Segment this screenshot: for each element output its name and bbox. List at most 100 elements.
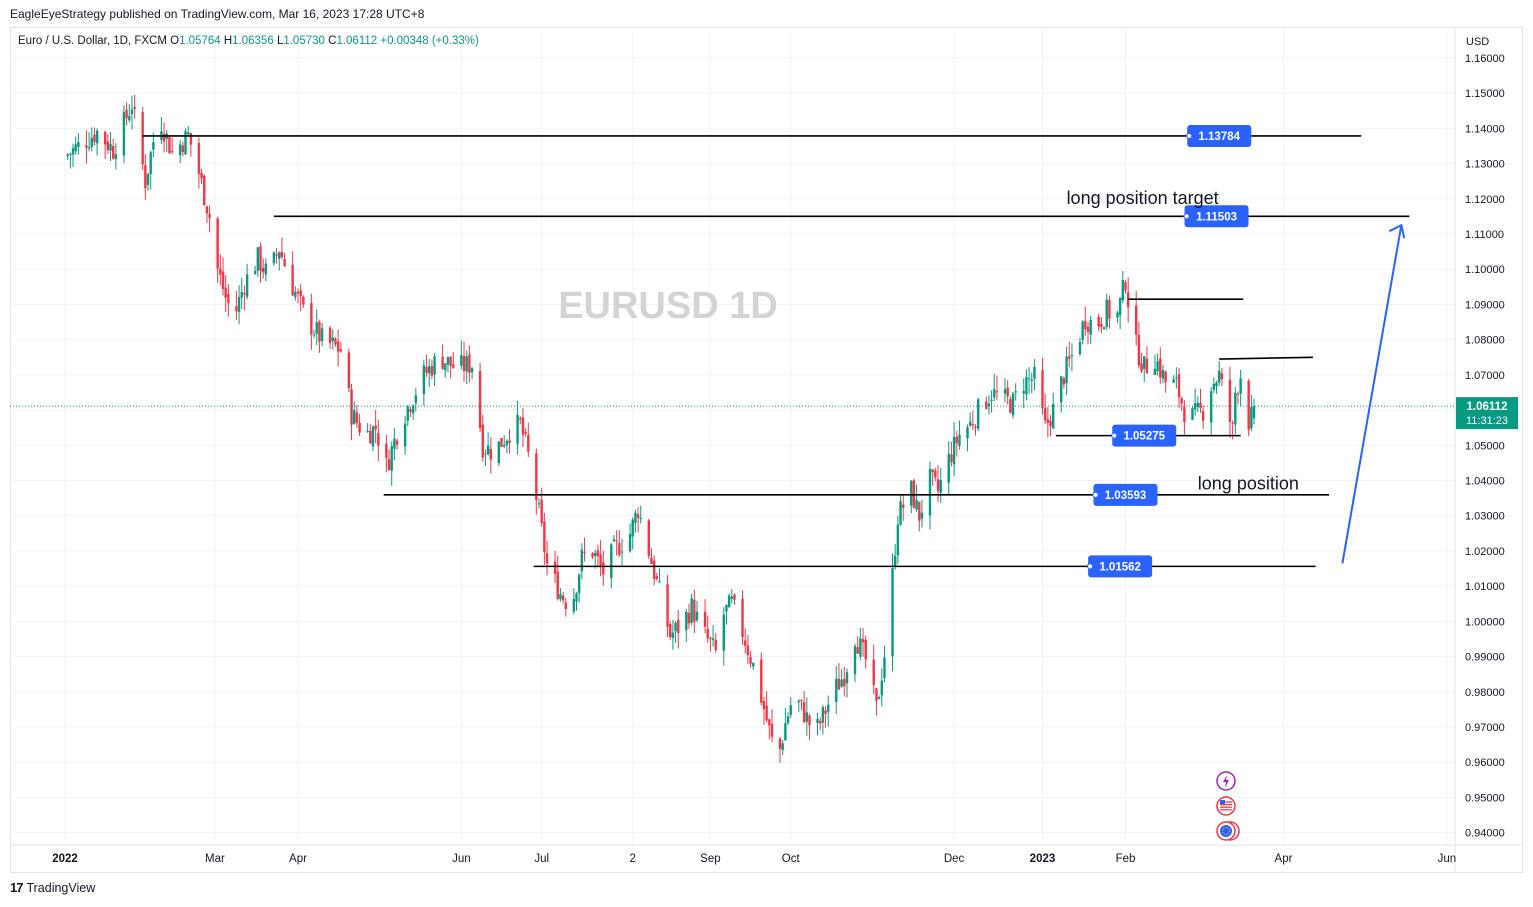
candle-body (952, 437, 956, 465)
candle-body (976, 399, 980, 429)
level-1-03593-badge[interactable]: 1.03593 (1092, 483, 1158, 506)
candle-body (939, 479, 942, 493)
candle-body (1003, 389, 1007, 394)
candle-body (1070, 355, 1074, 357)
y-tick-label: 0.94000 (1465, 828, 1505, 840)
low-label: L (276, 35, 284, 47)
candle-body (1086, 326, 1090, 333)
projection-arrow-shaft[interactable] (1341, 225, 1403, 564)
x-tick-label: Oct (782, 853, 801, 865)
candle-body (669, 623, 672, 638)
candle-body (1220, 373, 1224, 380)
level-1-11503-badge[interactable]: 1.11503 (1183, 205, 1249, 228)
candle-body (355, 412, 359, 423)
candle-body (350, 389, 353, 425)
candle-body (162, 133, 166, 142)
annotations: long position target long position (1067, 188, 1299, 493)
candle-body (693, 599, 696, 622)
candle-body (1116, 312, 1119, 318)
candle-body (722, 614, 725, 651)
level-1-01562-badge[interactable]: 1.01562 (1087, 555, 1153, 578)
y-tick-label: 0.95000 (1465, 792, 1505, 804)
us-flag-event-icon[interactable] (1216, 796, 1236, 816)
candle-body (366, 430, 369, 432)
tradingview-logo[interactable]: 17 TradingView (10, 880, 95, 895)
candle-body (934, 470, 937, 478)
candle-body (631, 519, 634, 537)
candle-body (765, 705, 768, 721)
publisher-line: EagleEyeStrategy published on TradingVie… (10, 7, 425, 21)
candle-body (545, 553, 549, 564)
candle-body (928, 469, 932, 516)
candle-body (371, 426, 375, 447)
candle-body (1097, 316, 1100, 327)
tradingview-logo-icon: 17 (10, 880, 24, 895)
candle-body (955, 436, 958, 444)
candle-body (243, 292, 246, 295)
candle-body (636, 514, 640, 519)
candle-body (71, 148, 75, 155)
candle-body (484, 453, 487, 455)
candle-body (1011, 393, 1015, 416)
candle-body (444, 363, 447, 371)
event-icons (1216, 771, 1240, 841)
candle-body (1137, 334, 1141, 366)
candle-body (537, 503, 541, 505)
open-value: 1.05764 (179, 35, 221, 47)
price-axis: USD 1.16000 1.15000 1.14000 1.13000 1.12000 1.… (1454, 28, 1505, 873)
candle-body (733, 594, 736, 600)
candle-body (1051, 404, 1055, 429)
candle-body (227, 294, 230, 304)
candle-body (618, 542, 621, 556)
candle-body (690, 598, 693, 623)
candle-body (824, 710, 827, 715)
candle-body (331, 337, 334, 342)
candle-body (320, 328, 324, 341)
close-value: 1.06112 (336, 35, 378, 47)
candle-body (864, 639, 867, 660)
candle-body (671, 632, 675, 638)
candle-body (446, 357, 450, 365)
candle-body (1049, 420, 1052, 427)
candle-body (709, 637, 712, 640)
candle-body (1218, 370, 1221, 383)
candle-body (543, 521, 546, 552)
candle-body (685, 611, 688, 631)
candle-body (74, 144, 77, 152)
candle-body (1145, 358, 1149, 374)
candle-body (1108, 300, 1111, 319)
level-1-05275-badge-bg (1112, 424, 1177, 447)
candle-body (385, 443, 388, 458)
candle-body (203, 175, 206, 205)
candle-body (856, 647, 859, 654)
candle-body (789, 705, 792, 716)
y-tick-label: 1.09000 (1465, 299, 1505, 311)
candle-body (612, 539, 616, 542)
candle-body (628, 534, 632, 552)
candle-body (1180, 398, 1183, 404)
level-1-11503-badge-text: 1.11503 (1196, 211, 1237, 223)
candle-body (114, 154, 118, 160)
level-1-13784-badge[interactable]: 1.13784 (1186, 124, 1252, 147)
candle-body (189, 132, 193, 145)
candle-body (1081, 321, 1084, 340)
resistance-1-074[interactable] (1219, 356, 1313, 360)
level-1-05275-badge[interactable]: 1.05275 (1111, 424, 1177, 447)
candle-body (883, 657, 886, 678)
low-value: 1.05730 (283, 35, 325, 47)
candle-body (741, 598, 744, 638)
candle-body (519, 418, 522, 420)
candle-body (968, 421, 972, 426)
candle-body (1212, 383, 1216, 390)
level-1-11503-badge-bg (1184, 205, 1249, 228)
candle-body (465, 356, 468, 372)
candle-body (87, 147, 91, 149)
candle-body (264, 263, 268, 275)
candle-body (1065, 356, 1068, 384)
us-flag-canton (1220, 800, 1225, 804)
candle-body (687, 612, 691, 624)
candle-body (275, 254, 278, 256)
candle-body (594, 552, 597, 557)
candle-body (178, 144, 182, 156)
